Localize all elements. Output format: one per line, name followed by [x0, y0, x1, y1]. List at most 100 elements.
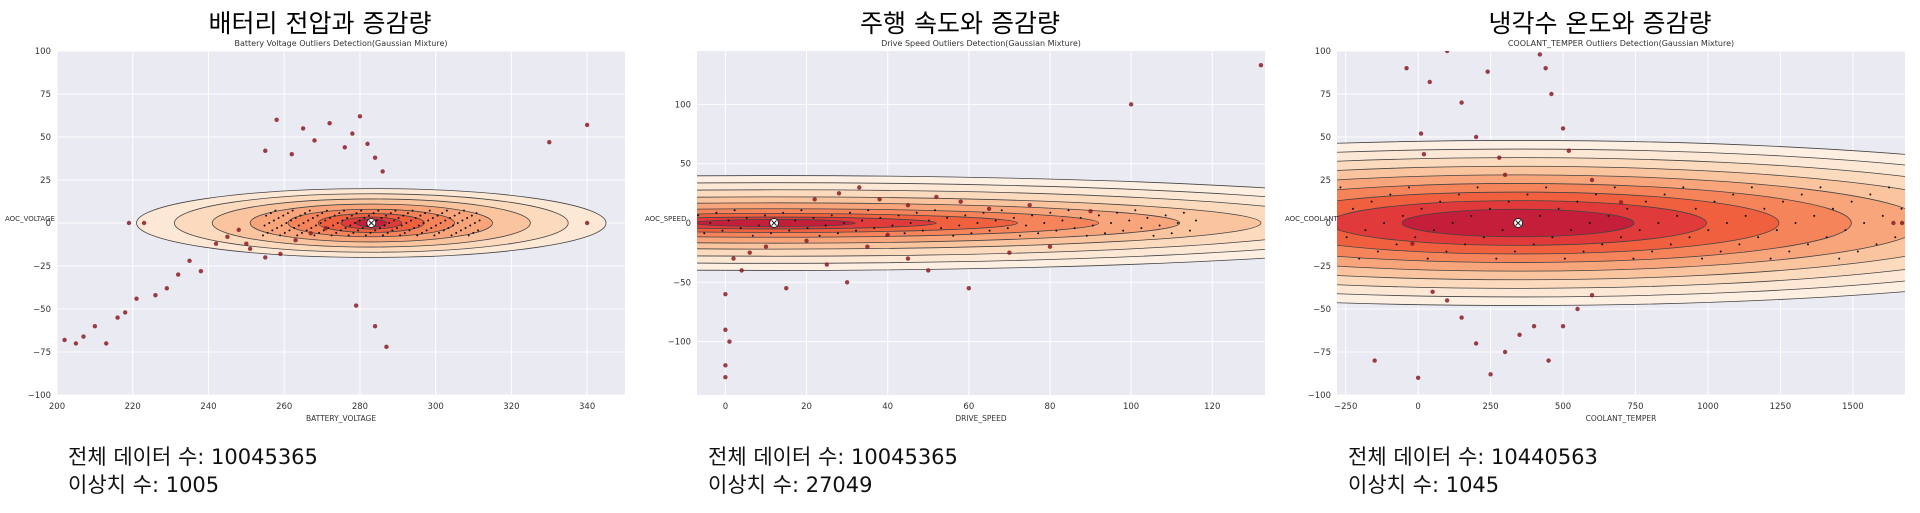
- inlier-point: [897, 214, 900, 217]
- inlier-point: [915, 211, 918, 214]
- inlier-point: [836, 232, 839, 235]
- outlier-point: [175, 272, 181, 277]
- inlier-point: [265, 214, 268, 217]
- outlier-points: [1372, 51, 1905, 380]
- y-tick-label: −100: [28, 391, 51, 401]
- inlier-point: [1750, 186, 1753, 189]
- inlier-point: [1383, 222, 1386, 224]
- x-tick-label: 20: [801, 402, 812, 412]
- outlier-point: [81, 334, 86, 339]
- inlier-point: [1012, 216, 1015, 219]
- inlier-point: [383, 224, 386, 227]
- inlier-point: [403, 231, 406, 234]
- inlier-point: [830, 214, 833, 217]
- inlier-point: [1000, 209, 1003, 212]
- outlier-point: [1459, 100, 1464, 105]
- outlier-point: [153, 293, 158, 298]
- x-tick-label: 500: [1555, 402, 1571, 412]
- inlier-point: [280, 224, 283, 227]
- outlier-point: [739, 268, 744, 273]
- x-tick-label: 200: [49, 402, 65, 412]
- inlier-point: [994, 219, 997, 222]
- inlier-point: [1570, 229, 1573, 232]
- inlier-point: [405, 222, 408, 224]
- outlier-point: [141, 220, 147, 226]
- outlier-point: [300, 126, 306, 131]
- outlier-point: [1128, 102, 1134, 107]
- center-cross: [1515, 220, 1521, 226]
- outlier-point: [263, 148, 268, 153]
- outlier-point: [1560, 126, 1566, 131]
- inlier-point: [1464, 243, 1467, 246]
- inlier-point: [413, 226, 416, 229]
- inlier-point: [1563, 257, 1566, 260]
- outlier-point: [584, 220, 590, 226]
- inlier-point: [458, 212, 461, 215]
- inlier-point: [1601, 243, 1604, 246]
- outlier-point: [353, 303, 359, 308]
- inlier-point: [305, 229, 308, 232]
- inlier-point: [261, 234, 264, 237]
- inlier-point: [392, 219, 395, 222]
- inlier-point: [1414, 236, 1417, 239]
- inlier-point: [282, 214, 285, 217]
- y-tick-label: 75: [1320, 90, 1331, 100]
- main-title: 냉각수 온도와 증감량: [1488, 9, 1712, 38]
- outlier-point: [1444, 298, 1450, 303]
- inlier-point: [350, 214, 353, 217]
- inlier-point: [1170, 232, 1173, 235]
- inlier-point: [1825, 236, 1828, 239]
- inlier-point: [422, 222, 425, 224]
- inlier-point: [1140, 227, 1143, 230]
- inlier-point: [1869, 193, 1872, 196]
- y-tick-label: 100: [35, 47, 51, 57]
- x-tick-label: 120: [1204, 402, 1220, 412]
- inlier-point: [1782, 200, 1785, 203]
- outlier-point: [357, 114, 363, 119]
- inlier-point: [842, 222, 845, 224]
- inlier-point: [970, 232, 973, 235]
- inlier-point: [733, 209, 736, 212]
- inlier-point: [1345, 236, 1348, 239]
- outlier-point: [1485, 69, 1490, 74]
- outlier-point: [1537, 52, 1543, 57]
- inlier-point: [464, 226, 467, 229]
- inlier-point: [1875, 243, 1878, 246]
- outlier-point: [323, 225, 329, 231]
- outlier-point: [327, 121, 332, 126]
- outlier-point: [723, 375, 728, 380]
- outlier-point: [1543, 66, 1548, 71]
- y-tick-label: 0: [686, 219, 691, 229]
- x-tick-label: 1250: [1770, 402, 1792, 412]
- outlier-point: [934, 194, 939, 200]
- inlier-point: [1176, 222, 1179, 224]
- inlier-point: [715, 211, 718, 214]
- outlier-point: [1421, 152, 1427, 157]
- inlier-point: [322, 229, 325, 232]
- x-tick-label: 250: [1482, 402, 1498, 412]
- inlier-point: [1707, 229, 1710, 232]
- inlier-point: [1031, 214, 1034, 217]
- inlier-point: [649, 212, 651, 214]
- stats-block: 전체 데이터 수: 10045365 이상치 수: 27049: [708, 443, 958, 499]
- outlier-point: [384, 344, 389, 350]
- inlier-point: [927, 219, 930, 222]
- inlier-point: [1182, 211, 1185, 214]
- inlier-point: [1576, 200, 1579, 203]
- outlier-point: [804, 238, 809, 243]
- inlier-point: [1408, 186, 1411, 189]
- inlier-point: [1296, 229, 1298, 231]
- inlier-point: [272, 219, 275, 222]
- outlier-point: [342, 145, 347, 150]
- inlier-point: [397, 217, 400, 220]
- outlier-point: [966, 286, 972, 291]
- inlier-point: [442, 229, 445, 232]
- y-axis-label: AOC_SPEED: [645, 215, 686, 223]
- outlier-point: [1430, 289, 1435, 294]
- inlier-point: [1037, 232, 1040, 235]
- inlier-point: [782, 211, 785, 214]
- outlier-point: [308, 231, 313, 236]
- outlier-point: [1459, 315, 1464, 320]
- outlier-count-label: 이상치 수: 27049: [708, 473, 873, 497]
- inlier-point: [1757, 236, 1760, 239]
